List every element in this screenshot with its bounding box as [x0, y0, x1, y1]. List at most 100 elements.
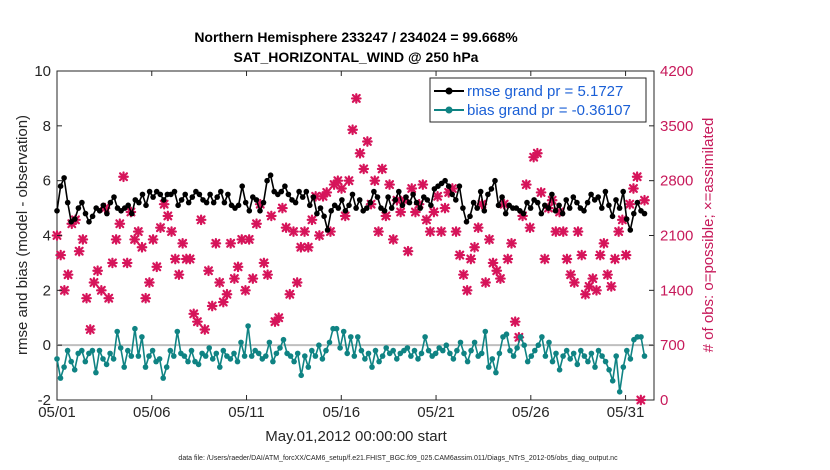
obs-marker [439, 202, 451, 214]
rmse-point [410, 191, 416, 198]
obs-marker [247, 273, 259, 284]
rmse-point [385, 194, 391, 200]
rmse-point [136, 199, 142, 206]
bias-point [496, 350, 503, 357]
obs-marker [155, 222, 166, 234]
bias-point [125, 347, 131, 354]
bias-point [326, 339, 333, 346]
rmse-point [474, 205, 481, 211]
rmse-point [349, 191, 356, 198]
bias-point [174, 328, 181, 335]
rmse-point [492, 177, 498, 184]
bias-point [404, 345, 411, 351]
rmse-point [470, 199, 477, 206]
obs-marker [362, 136, 373, 147]
obs-marker [184, 253, 196, 265]
bias-point [160, 375, 166, 381]
bias-point [132, 325, 138, 332]
rmse-point [442, 177, 448, 184]
rmse-point [203, 199, 210, 206]
bias-point [227, 356, 234, 362]
obs-marker [384, 179, 395, 190]
bias-point [620, 364, 627, 370]
rmse-point [100, 202, 107, 209]
obs-marker [565, 269, 576, 281]
obs-marker [376, 163, 388, 175]
bias-point [464, 358, 471, 365]
bias-point [546, 339, 552, 346]
bias-point [606, 367, 612, 373]
rmse-point [552, 208, 559, 214]
obs-marker [258, 257, 270, 269]
obs-marker [609, 253, 621, 265]
bias-point [507, 347, 513, 354]
bias-point [181, 353, 188, 359]
bias-point [266, 339, 273, 346]
obs-marker [428, 206, 440, 218]
bias-point [440, 347, 446, 354]
rmse-point [424, 197, 431, 203]
bias-point [248, 353, 255, 359]
rmse-point [527, 205, 534, 211]
bias-point [432, 350, 439, 357]
bias-point [255, 350, 262, 357]
rmse-point [189, 194, 196, 200]
obs-marker [136, 241, 148, 253]
obs-marker [524, 222, 536, 234]
bias-point [348, 334, 354, 340]
obs-marker [251, 218, 262, 230]
rmse-point [310, 194, 317, 200]
obs-marker [81, 292, 92, 304]
obs-marker [144, 277, 155, 288]
y-right-tick-label: 3500 [660, 118, 693, 135]
rmse-point [196, 191, 203, 198]
obs-marker [173, 269, 185, 281]
bias-point [156, 356, 163, 362]
obs-marker [417, 179, 429, 190]
rmse-point [157, 191, 164, 198]
rmse-point [328, 208, 335, 214]
rmse-point [627, 227, 634, 233]
bias-point [535, 342, 542, 349]
obs-marker [469, 241, 480, 253]
rmse-point [367, 199, 374, 206]
bias-point [443, 342, 450, 349]
bias-point [142, 364, 149, 370]
bias-point [549, 358, 556, 365]
bias-point [542, 353, 549, 359]
rmse-point [570, 194, 577, 200]
rmse-point [246, 208, 253, 214]
bias-point [415, 356, 421, 362]
bias-point [202, 353, 209, 359]
bias-point [539, 334, 545, 340]
obs-marker [243, 234, 255, 245]
obs-marker [572, 226, 584, 237]
bias-point [570, 350, 577, 357]
bias-point [411, 347, 418, 354]
rmse-point [314, 210, 320, 217]
obs-marker [280, 222, 292, 234]
obs-marker [487, 257, 499, 269]
rmse-point [485, 191, 491, 198]
bias-point [107, 350, 113, 357]
rmse-point [282, 183, 288, 189]
bias-point [425, 347, 432, 354]
bias-point [273, 350, 280, 357]
rmse-point [260, 199, 267, 206]
bias-point [312, 353, 319, 359]
obs-marker [55, 249, 67, 261]
rmse-point [267, 172, 274, 178]
rmse-point [161, 197, 167, 203]
bias-point [613, 353, 619, 359]
obs-marker [624, 198, 636, 210]
bias-point [355, 334, 361, 340]
rmse-point [54, 208, 60, 214]
y-axis-left-label: rmse and bias (model - observation) [14, 115, 31, 355]
bias-point [563, 347, 570, 354]
bias-point [309, 347, 315, 354]
obs-marker [265, 210, 277, 222]
rmse-point [588, 191, 594, 198]
rmse-point [210, 199, 217, 206]
bias-point [71, 367, 78, 373]
data-file-footnote: data file: /Users/raeder/DAI/ATM_forcXX/… [178, 455, 618, 462]
